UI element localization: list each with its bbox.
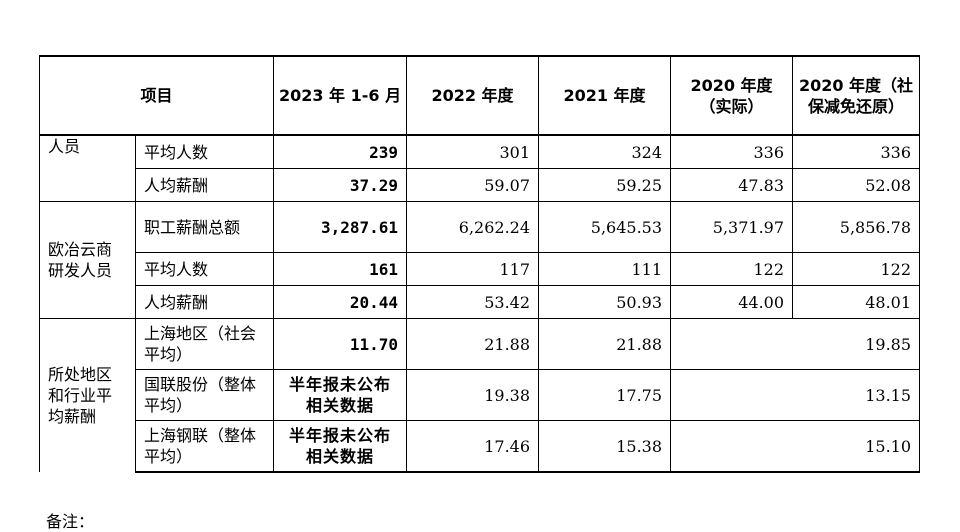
table-row: 人均薪酬 37.29 59.07 59.25 47.83 52.08 <box>40 168 921 202</box>
cell-2021: 50.93 <box>538 285 672 319</box>
cell-2022: 301 <box>406 134 540 169</box>
cell-2023: 3,287.61 <box>273 201 408 253</box>
cell-2020-actual: 5,371.97 <box>670 201 794 253</box>
header-item: 项目 <box>38 55 275 136</box>
table-header-row: 项目 2023 年 1-6 月 2022 年度 2021 年度 2020 年度（… <box>38 55 921 136</box>
table-row: 所处地区和行业平均薪酬 上海地区（社会平均） 11.70 21.88 21.88… <box>39 318 921 472</box>
cell-2021: 17.75 <box>538 369 672 421</box>
note-label: 备注： <box>46 512 95 531</box>
cell-2020: 19.85 <box>670 318 921 370</box>
cell-2021: 59.25 <box>538 168 672 202</box>
cell-2020-restored: 48.01 <box>792 285 921 319</box>
table-row: 人均薪酬 20.44 53.42 50.93 44.00 48.01 <box>40 285 921 319</box>
cell-2020-restored: 122 <box>792 252 921 286</box>
header-2020-actual: 2020 年度（实际） <box>670 55 794 136</box>
cell-2023: 11.70 <box>273 318 408 370</box>
row-item: 职工薪酬总额 <box>134 201 275 253</box>
header-2020-restored: 2020 年度（社保减免还原） <box>792 55 921 136</box>
row-item: 平均人数 <box>134 134 275 169</box>
salary-table: 项目 2023 年 1-6 月 2022 年度 2021 年度 2020 年度（… <box>38 55 921 473</box>
header-2022: 2022 年度 <box>406 55 540 136</box>
group-label: 所处地区和行业平均薪酬 <box>39 318 136 472</box>
cell-2022: 59.07 <box>406 168 540 202</box>
table-row: 欧冶云商研发人员 职工薪酬总额 3,287.61 6,262.24 5,645.… <box>39 201 921 319</box>
cell-2020-actual: 47.83 <box>670 168 794 202</box>
cell-2022: 19.38 <box>406 369 540 421</box>
cell-2022: 21.88 <box>406 318 540 370</box>
cell-2021: 15.38 <box>538 420 672 473</box>
cell-2021: 5,645.53 <box>538 201 672 253</box>
row-item: 平均人数 <box>134 252 275 286</box>
cell-2023: 20.44 <box>273 285 408 319</box>
row-item: 人均薪酬 <box>134 168 275 202</box>
group-label: 欧冶云商研发人员 <box>39 201 136 319</box>
cell-2020-restored: 5,856.78 <box>792 201 921 253</box>
row-item: 人均薪酬 <box>134 285 275 319</box>
table-row: 人员 平均人数 239 301 324 336 336 <box>39 134 921 202</box>
header-2021: 2021 年度 <box>538 55 672 136</box>
cell-2023: 239 <box>273 134 408 169</box>
cell-2021: 324 <box>538 134 672 169</box>
cell-2023: 161 <box>273 252 408 286</box>
cell-2022: 6,262.24 <box>406 201 540 253</box>
cell-2021: 21.88 <box>538 318 672 370</box>
cell-2020: 15.10 <box>670 420 921 473</box>
cell-2020-actual: 122 <box>670 252 794 286</box>
cell-2020-restored: 336 <box>792 134 921 169</box>
table-row: 国联股份（整体平均） 半年报未公布相关数据 19.38 17.75 13.15 <box>40 369 921 421</box>
table-row: 平均人数 161 117 111 122 122 <box>40 252 921 286</box>
group-label: 人员 <box>39 134 136 202</box>
cell-2023: 37.29 <box>273 168 408 202</box>
cell-2020-actual: 336 <box>670 134 794 169</box>
cell-2022: 53.42 <box>406 285 540 319</box>
cell-2023: 半年报未公布相关数据 <box>273 420 408 473</box>
row-item: 上海地区（社会平均） <box>134 318 275 370</box>
cell-2022: 17.46 <box>406 420 540 473</box>
cell-2020-restored: 52.08 <box>792 168 921 202</box>
cell-2022: 117 <box>406 252 540 286</box>
cell-2020-actual: 44.00 <box>670 285 794 319</box>
row-item: 国联股份（整体平均） <box>134 369 275 421</box>
table-row: 上海钢联（整体平均） 半年报未公布相关数据 17.46 15.38 15.10 <box>40 420 921 473</box>
cell-2021: 111 <box>538 252 672 286</box>
cell-2020: 13.15 <box>670 369 921 421</box>
cell-2023: 半年报未公布相关数据 <box>273 369 408 421</box>
row-item: 上海钢联（整体平均） <box>134 420 275 473</box>
header-2023: 2023 年 1-6 月 <box>273 55 408 136</box>
